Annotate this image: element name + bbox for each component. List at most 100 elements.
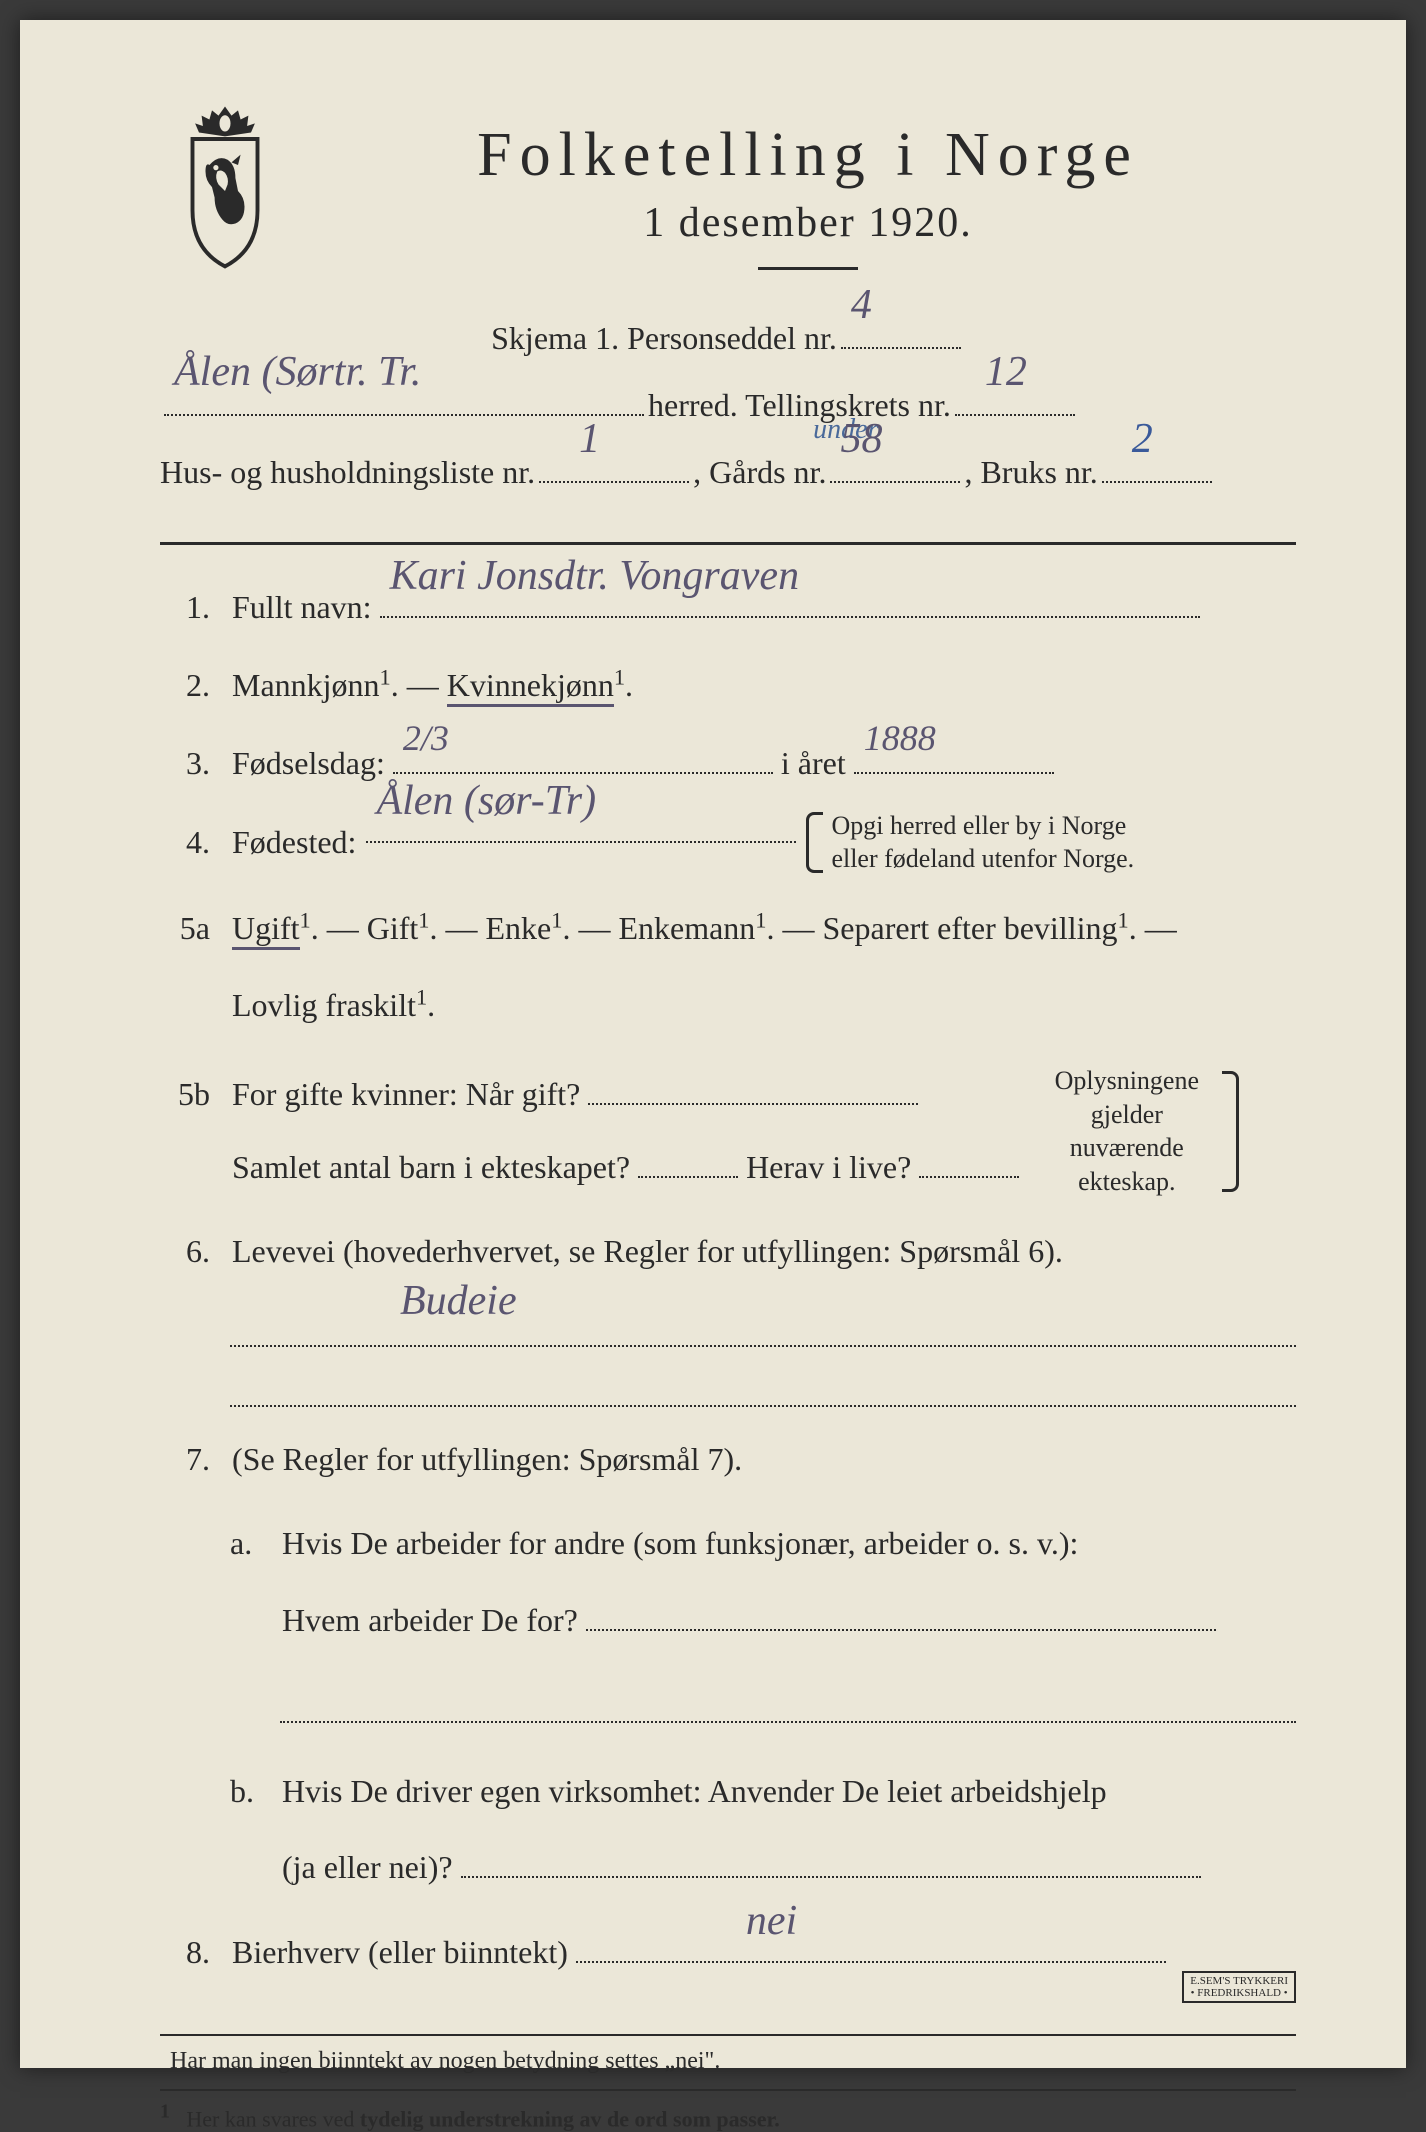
q4-note-a: Opgi herred eller by i Norge [831, 811, 1126, 840]
q7a-field [586, 1629, 1216, 1631]
q7b: b. Hvis De driver egen virksomhet: Anven… [160, 1753, 1296, 1907]
header: Folketelling i Norge 1 desember 1920. [160, 120, 1296, 295]
census-form-page: Folketelling i Norge 1 desember 1920. Sk… [20, 20, 1406, 2068]
skjema-label: Skjema 1. Personseddel nr. [491, 305, 837, 372]
hus-field: 1 [539, 445, 689, 483]
q5b-note-b: gjelder nuværende [1070, 1100, 1184, 1163]
gards-value: 58 [840, 395, 882, 483]
q1-value: Kari Jonsdtr. Vongraven [390, 534, 800, 618]
q7a-field-2 [280, 1673, 1296, 1723]
q6-field-1: Budeie [230, 1297, 1296, 1347]
q5a-fraskilt: Lovlig fraskilt [232, 987, 416, 1023]
q4-field: Ålen (sør-Tr) [366, 841, 796, 843]
q5b-note-a: Oplysningene [1055, 1066, 1199, 1095]
form-meta: Skjema 1. Personseddel nr. 4 Ålen (Sørtr… [160, 305, 1296, 507]
gards-field: 58 [830, 445, 960, 483]
subtitle: 1 desember 1920. [320, 199, 1296, 247]
q5b-field3 [919, 1176, 1019, 1178]
q4-num: 4. [160, 810, 220, 874]
q7b-line1: Hvis De driver egen virksomhet: Anvender… [282, 1773, 1107, 1809]
q5a: 5a Ugift1. — Gift1. — Enke1. — Enkemann1… [160, 890, 1296, 1044]
bruks-label: , Bruks nr. [964, 439, 1097, 506]
q2: 2. Mannkjønn1. — Kvinnekjønn1. [160, 653, 1296, 717]
q7b-field [461, 1876, 1201, 1878]
title-rule [758, 267, 858, 270]
q3-label-a: Fødselsdag: [232, 745, 385, 781]
q6: 6. Levevei (hovederhvervet, se Regler fo… [160, 1219, 1296, 1283]
q4: 4. Fødested: Ålen (sør-Tr) Opgi herred e… [160, 809, 1296, 877]
questions: 1. Fullt navn: Kari Jonsdtr. Vongraven 2… [160, 575, 1296, 1985]
divider-2 [160, 2034, 1296, 2036]
q5a-gift: Gift [367, 910, 419, 946]
footnote-1: Har man ingen biinntekt av nogen betydni… [170, 2048, 1296, 2075]
footnote-2-num: 1 [160, 2101, 170, 2123]
tellingskrets-field: 12 [955, 378, 1075, 416]
q5a-enkemann: Enkemann [618, 910, 755, 946]
bruks-value: 2 [1132, 395, 1153, 483]
title-block: Folketelling i Norge 1 desember 1920. [320, 120, 1296, 295]
q5b-line2b: Herav i live? [746, 1149, 911, 1185]
q5a-enke: Enke [486, 910, 552, 946]
footnote-2: 1 Her kan svares ved tydelig understrekn… [160, 2101, 1296, 2132]
q4-label: Fødested: [232, 810, 356, 874]
hus-label: Hus- og husholdningsliste nr. [160, 439, 535, 506]
q8-value: nei [746, 1879, 797, 1963]
meta-line-3: Hus- og husholdningsliste nr. 1 under , … [160, 439, 1296, 506]
q5b-line1: For gifte kvinner: Når gift? [232, 1076, 580, 1112]
q4-value: Ålen (sør-Tr) [376, 759, 596, 843]
q7a-line2: Hvem arbeider De for? [282, 1602, 578, 1638]
q6-num: 6. [160, 1219, 220, 1283]
herred-field: Ålen (Sørtr. Tr. [164, 378, 644, 416]
q1-label: Fullt navn: [232, 589, 372, 625]
q5a-num: 5a [160, 896, 220, 960]
q5b-line2a: Samlet antal barn i ekteskapet? [232, 1149, 630, 1185]
q7a-num: a. [230, 1511, 270, 1575]
q5b-field1 [588, 1103, 918, 1105]
meta-line-2: Ålen (Sørtr. Tr. herred. Tellingskrets n… [160, 372, 1296, 439]
q7b-line2: (ja eller nei)? [282, 1849, 453, 1885]
q4-note-b: eller fødeland utenfor Norge. [831, 844, 1134, 873]
q3: 3. Fødselsdag: 2/3 i året 1888 [160, 731, 1296, 795]
main-title: Folketelling i Norge [320, 120, 1296, 191]
tellingskrets-value: 12 [985, 328, 1027, 416]
q1: 1. Fullt navn: Kari Jonsdtr. Vongraven [160, 575, 1296, 639]
q5b-note-c: ekteskap. [1078, 1167, 1175, 1196]
q5a-separert: Separert efter bevilling [823, 910, 1118, 946]
q2-opt-kvinne: Kvinnekjønn [447, 667, 614, 707]
gards-label: , Gårds nr. [693, 454, 826, 490]
bruks-field: 2 [1102, 445, 1212, 483]
herred-value: Ålen (Sørtr. Tr. [174, 328, 421, 416]
q7b-num: b. [230, 1759, 270, 1823]
q4-note: Opgi herred eller by i Norge eller fødel… [806, 809, 1134, 877]
q8-field: nei [576, 1961, 1166, 1963]
q5b-field2 [638, 1176, 738, 1178]
q3-label-b: i året [781, 745, 846, 781]
q2-num: 2. [160, 653, 220, 717]
q6-field-2 [230, 1357, 1296, 1407]
q7a: a. Hvis De arbeider for andre (som funks… [160, 1505, 1296, 1659]
divider-3 [160, 2089, 1296, 2091]
q7-num: 7. [160, 1427, 220, 1491]
hus-value: 1 [579, 395, 600, 483]
q3-field-b: 1888 [854, 772, 1054, 774]
q7a-line1: Hvis De arbeider for andre (som funksjon… [282, 1525, 1078, 1561]
q6-value: Budeie [400, 1259, 517, 1343]
printer-mark: E.SEM'S TRYKKERI • FREDRIKSHALD • [1182, 1971, 1296, 2003]
printer-line1: E.SEM'S TRYKKERI [1190, 1975, 1288, 1987]
q7-label: (Se Regler for utfyllingen: Spørsmål 7). [232, 1441, 742, 1477]
q8: 8. Bierhverv (eller biinntekt) nei [160, 1920, 1296, 1984]
personseddel-value: 4 [851, 261, 872, 349]
q5b: 5b For gifte kvinner: Når gift? Samlet a… [160, 1058, 1296, 1205]
q3-num: 3. [160, 731, 220, 795]
q8-label: Bierhverv (eller biinntekt) [232, 1934, 568, 1970]
q7: 7. (Se Regler for utfyllingen: Spørsmål … [160, 1427, 1296, 1491]
q3-value-b: 1888 [864, 702, 936, 774]
q8-num: 8. [160, 1920, 220, 1984]
q1-field: Kari Jonsdtr. Vongraven [380, 616, 1200, 618]
q1-num: 1. [160, 575, 220, 639]
q2-opt-mann: Mannkjønn [232, 667, 380, 703]
herred-label: herred. Tellingskrets nr. [648, 372, 951, 439]
q5a-ugift: Ugift [232, 910, 300, 950]
q5b-num: 5b [160, 1062, 220, 1126]
personseddel-field: 4 [841, 311, 961, 349]
